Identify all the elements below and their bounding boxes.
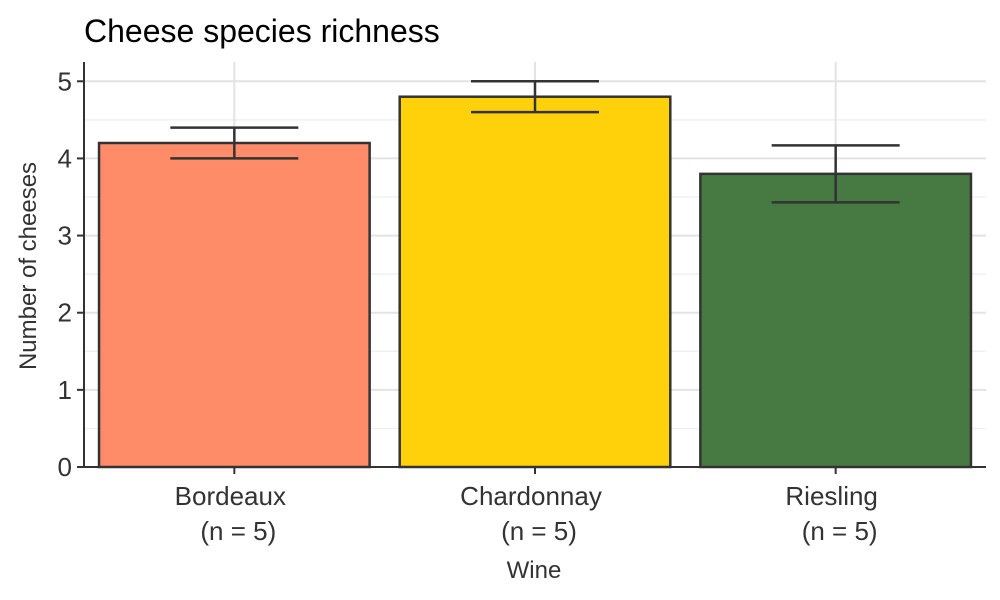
x-tick-sample-size: (n = 5) [802,516,878,546]
bar-chardonnay [398,95,672,469]
error-bar-riesling [771,144,900,204]
y-tick-label: 5 [58,66,72,96]
y-tick-label: 2 [58,298,72,328]
error-bar-chardonnay [471,80,599,114]
x-axis-ticks: Bordeaux (n = 5) Chardonnay (n = 5) Riesling… [175,467,878,546]
x-tick-sample-size: (n = 5) [200,516,276,546]
y-axis-title: Number of cheeses [15,162,42,370]
chart-title: Cheese species richness [84,13,440,49]
bar-bordeaux [97,141,371,469]
y-tick-label: 3 [58,221,72,251]
x-tick-label: Riesling [785,481,878,511]
x-tick-label: Bordeaux [175,481,286,511]
bars [97,95,973,469]
x-tick-label: Chardonnay [460,481,602,511]
error-bar-bordeaux [170,126,299,160]
y-tick-label: 0 [58,452,72,482]
bar-riesling [699,172,973,469]
x-axis-title: Wine [507,557,562,584]
x-tick-sample-size: (n = 5) [501,516,577,546]
y-tick-label: 4 [58,143,72,173]
error-bars [170,80,900,204]
y-tick-label: 1 [58,375,72,405]
y-axis-ticks: 0 1 2 3 4 5 [58,66,84,482]
